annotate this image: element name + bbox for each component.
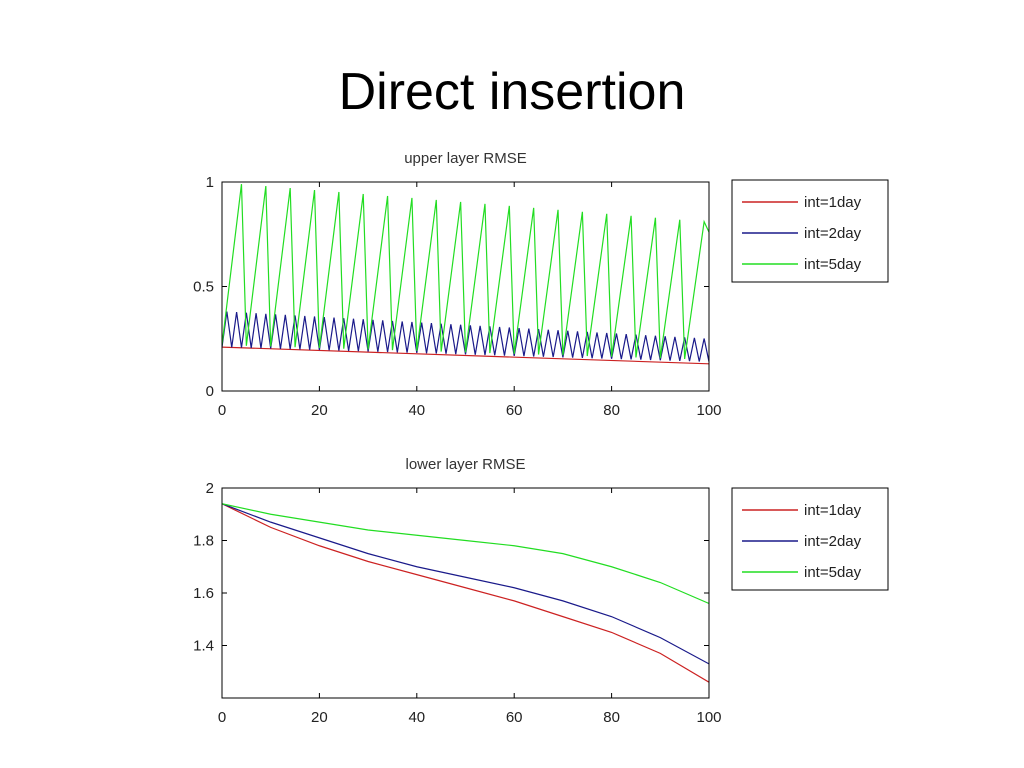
x-tick-label: 20: [311, 402, 328, 419]
series-line-int-1day: [222, 503, 709, 683]
series-line-int-2day: [222, 311, 709, 362]
x-tick-label: 40: [408, 402, 425, 419]
plot-area: [222, 182, 709, 391]
x-tick-label: 100: [696, 402, 721, 419]
series-line-int-1day: [222, 346, 709, 365]
y-tick-label: 0: [206, 383, 214, 400]
y-tick-label: 1.8: [193, 533, 214, 550]
plot-area: [222, 488, 709, 698]
legend-label: int=5day: [804, 256, 862, 273]
chart-title: upper layer RMSE: [404, 150, 527, 167]
legend: int=1day int=2day int=5day: [731, 179, 889, 283]
y-tick-label: 1: [206, 174, 214, 191]
legend-label: int=2day: [804, 225, 862, 242]
legend-label: int=1day: [804, 502, 862, 519]
series-group: [222, 184, 709, 365]
y-tick-label: 1.6: [193, 585, 214, 602]
legend-label: int=2day: [804, 533, 862, 550]
legend-box: [731, 179, 889, 283]
x-tick-label: 20: [311, 709, 328, 726]
x-tick-label: 60: [506, 709, 523, 726]
y-tick-label: 2: [206, 480, 214, 497]
x-tick-label: 80: [603, 402, 620, 419]
series-line-int-2day: [222, 503, 709, 665]
x-tick-label: 80: [603, 709, 620, 726]
legend-label: int=1day: [804, 194, 862, 211]
lower-layer-rmse-chart: lower layer RMSE 0 20 40 60 80 100 1.4 1.6 1.8 2 in…: [193, 456, 889, 726]
slide-title: Direct insertion: [338, 63, 686, 121]
legend-box: [731, 487, 889, 591]
x-tick-label: 40: [408, 709, 425, 726]
y-tick-label: 1.4: [193, 638, 214, 655]
legend-label: int=5day: [804, 564, 862, 581]
x-tick-label: 60: [506, 402, 523, 419]
chart-title: lower layer RMSE: [405, 456, 525, 473]
series-line-int-5day: [222, 503, 709, 605]
x-tick-label: 0: [218, 709, 226, 726]
x-tick-label: 0: [218, 402, 226, 419]
series-group: [222, 503, 709, 683]
upper-layer-rmse-chart: upper layer RMSE 0 20 40 60 80 100 0 0.5 1 int=1da…: [193, 150, 889, 419]
y-tick-label: 0.5: [193, 279, 214, 296]
series-line-int-5day: [222, 184, 709, 360]
legend: int=1day int=2day int=5day: [731, 487, 889, 591]
x-tick-label: 100: [696, 709, 721, 726]
